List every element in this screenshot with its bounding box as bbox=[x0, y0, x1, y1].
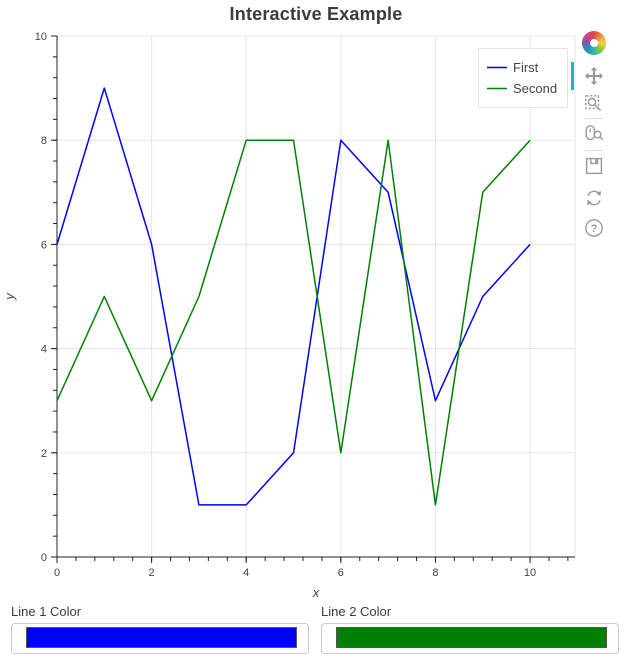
gridlines bbox=[57, 35, 575, 557]
svg-text:?: ? bbox=[591, 223, 598, 235]
line1-color-swatch bbox=[26, 627, 297, 648]
line1-color-picker[interactable] bbox=[11, 623, 309, 654]
series-line-second bbox=[56, 139, 531, 506]
line2-color-picker[interactable] bbox=[321, 623, 619, 654]
box-zoom-tool-button[interactable] bbox=[581, 91, 607, 117]
toolbar-divider bbox=[585, 150, 603, 151]
legend: First Second bbox=[478, 48, 568, 108]
plot-title: Interactive Example bbox=[229, 4, 403, 24]
save-tool-button[interactable] bbox=[581, 153, 607, 179]
svg-text:6: 6 bbox=[41, 239, 47, 251]
save-icon bbox=[585, 157, 603, 175]
svg-text:6: 6 bbox=[338, 567, 344, 579]
bokeh-logo-center bbox=[590, 39, 598, 47]
svg-text:2: 2 bbox=[149, 567, 155, 579]
x-axis-label: x bbox=[312, 585, 320, 600]
svg-text:8: 8 bbox=[41, 135, 47, 147]
svg-text:0: 0 bbox=[54, 567, 60, 579]
y-axis-label: y bbox=[2, 292, 17, 301]
svg-text:2: 2 bbox=[41, 448, 47, 460]
help-icon: ? bbox=[585, 219, 603, 237]
svg-text:4: 4 bbox=[41, 344, 47, 356]
pan-icon bbox=[585, 67, 603, 85]
line1-color-widget: Line 1 Color bbox=[11, 604, 309, 654]
legend-label-second: Second bbox=[513, 81, 557, 96]
wheel-zoom-icon bbox=[585, 125, 604, 141]
series-line-first bbox=[56, 87, 531, 506]
line2-color-label: Line 2 Color bbox=[321, 604, 392, 619]
svg-text:0: 0 bbox=[41, 552, 47, 564]
line-chart-canvas[interactable]: 0 2 4 6 8 10 0 2 4 6 8 10 x y First Second bbox=[0, 0, 642, 600]
svg-text:10: 10 bbox=[35, 31, 47, 43]
reset-icon bbox=[587, 190, 601, 206]
svg-text:8: 8 bbox=[432, 567, 438, 579]
legend-label-first: First bbox=[513, 60, 539, 75]
svg-text:10: 10 bbox=[524, 567, 536, 579]
pan-tool-button[interactable] bbox=[581, 63, 607, 89]
reset-tool-button[interactable] bbox=[581, 185, 607, 211]
line1-color-label: Line 1 Color bbox=[11, 604, 82, 619]
plot-outline bbox=[56, 35, 576, 558]
line2-color-widget: Line 2 Color bbox=[321, 604, 619, 654]
wheel-zoom-tool-button[interactable] bbox=[581, 120, 607, 146]
active-tool-indicator bbox=[571, 62, 574, 90]
bokeh-logo[interactable] bbox=[582, 31, 606, 55]
tick-labels: 0 2 4 6 8 10 0 2 4 6 8 10 bbox=[35, 31, 536, 579]
help-tool-button[interactable]: ? bbox=[581, 215, 607, 241]
line2-color-swatch bbox=[336, 627, 607, 648]
box-zoom-icon bbox=[585, 95, 602, 112]
svg-text:4: 4 bbox=[243, 567, 249, 579]
toolbar: ? bbox=[581, 31, 607, 251]
axes bbox=[51, 35, 575, 563]
toolbar-divider bbox=[585, 118, 603, 119]
